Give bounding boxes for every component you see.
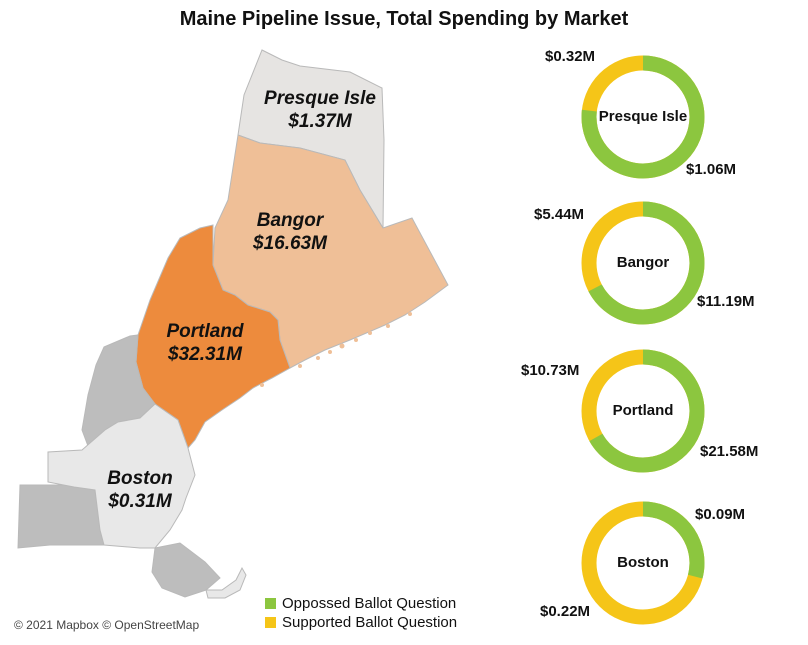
donut-center-label: Boston: [617, 554, 669, 571]
map-label-name: Boston: [107, 468, 173, 489]
donut-portland[interactable]: Portland: [579, 347, 707, 475]
supported-label-portland: $10.73M: [521, 362, 580, 379]
donut-center-label: Presque Isle: [599, 108, 687, 125]
donut-opposed-arc: [581, 201, 705, 325]
region-boston[interactable]: [47, 403, 196, 549]
legend-label-supported: Supported Ballot Question: [282, 614, 458, 631]
legend-label-opposed: Oppossed Ballot Question: [282, 595, 457, 612]
region-other-se: [151, 542, 221, 598]
map-label-name: Bangor: [256, 210, 324, 231]
map-label-portland: Portland $32.31M: [140, 320, 270, 366]
legend: Oppossed Ballot Question Supported Ballo…: [265, 594, 457, 632]
legend-item-opposed: Oppossed Ballot Question: [265, 594, 457, 613]
donut-center-label: Portland: [613, 402, 674, 419]
map-label-presque-isle: Presque Isle $1.37M: [250, 87, 390, 133]
legend-swatch-opposed: [265, 598, 276, 609]
map-label-value: $16.63M: [253, 233, 327, 254]
supported-label-bangor: $5.44M: [534, 206, 585, 223]
map-label-value: $32.31M: [168, 344, 242, 365]
opposed-label-bangor: $11.19M: [697, 293, 755, 310]
opposed-label-portland: $21.58M: [700, 443, 759, 460]
supported-label-presque-isle: $0.32M: [545, 48, 596, 65]
chart-title: Maine Pipeline Issue, Total Spending by …: [179, 8, 629, 30]
donut-boston[interactable]: Boston: [579, 499, 707, 627]
donut-opposed-arc: [581, 55, 705, 179]
donut-bangor[interactable]: Bangor: [579, 199, 707, 327]
donut-opposed-arc: [581, 349, 705, 473]
opposed-label-presque-isle: $1.06M: [686, 161, 737, 178]
legend-item-supported: Supported Ballot Question: [265, 613, 457, 632]
supported-label-boston: $0.22M: [540, 603, 591, 620]
map-label-name: Presque Isle: [264, 88, 376, 109]
legend-swatch-supported: [265, 617, 276, 628]
map-attribution: © 2021 Mapbox © OpenStreetMap: [14, 618, 200, 632]
opposed-label-boston: $0.09M: [695, 506, 746, 523]
map-label-name: Portland: [166, 321, 244, 342]
coast-islands: [260, 312, 412, 387]
region-portland[interactable]: [135, 224, 291, 449]
donut-center-label: Bangor: [617, 254, 670, 271]
donut-opposed-arc: [581, 501, 705, 625]
donut-presque-isle[interactable]: Presque Isle: [579, 53, 707, 181]
map-label-boston: Boston $0.31M: [85, 467, 195, 513]
map-label-bangor: Bangor $16.63M: [225, 209, 355, 255]
map-label-value: $1.37M: [288, 111, 352, 132]
cape-cod: [205, 566, 247, 599]
map-label-value: $0.31M: [108, 491, 172, 512]
